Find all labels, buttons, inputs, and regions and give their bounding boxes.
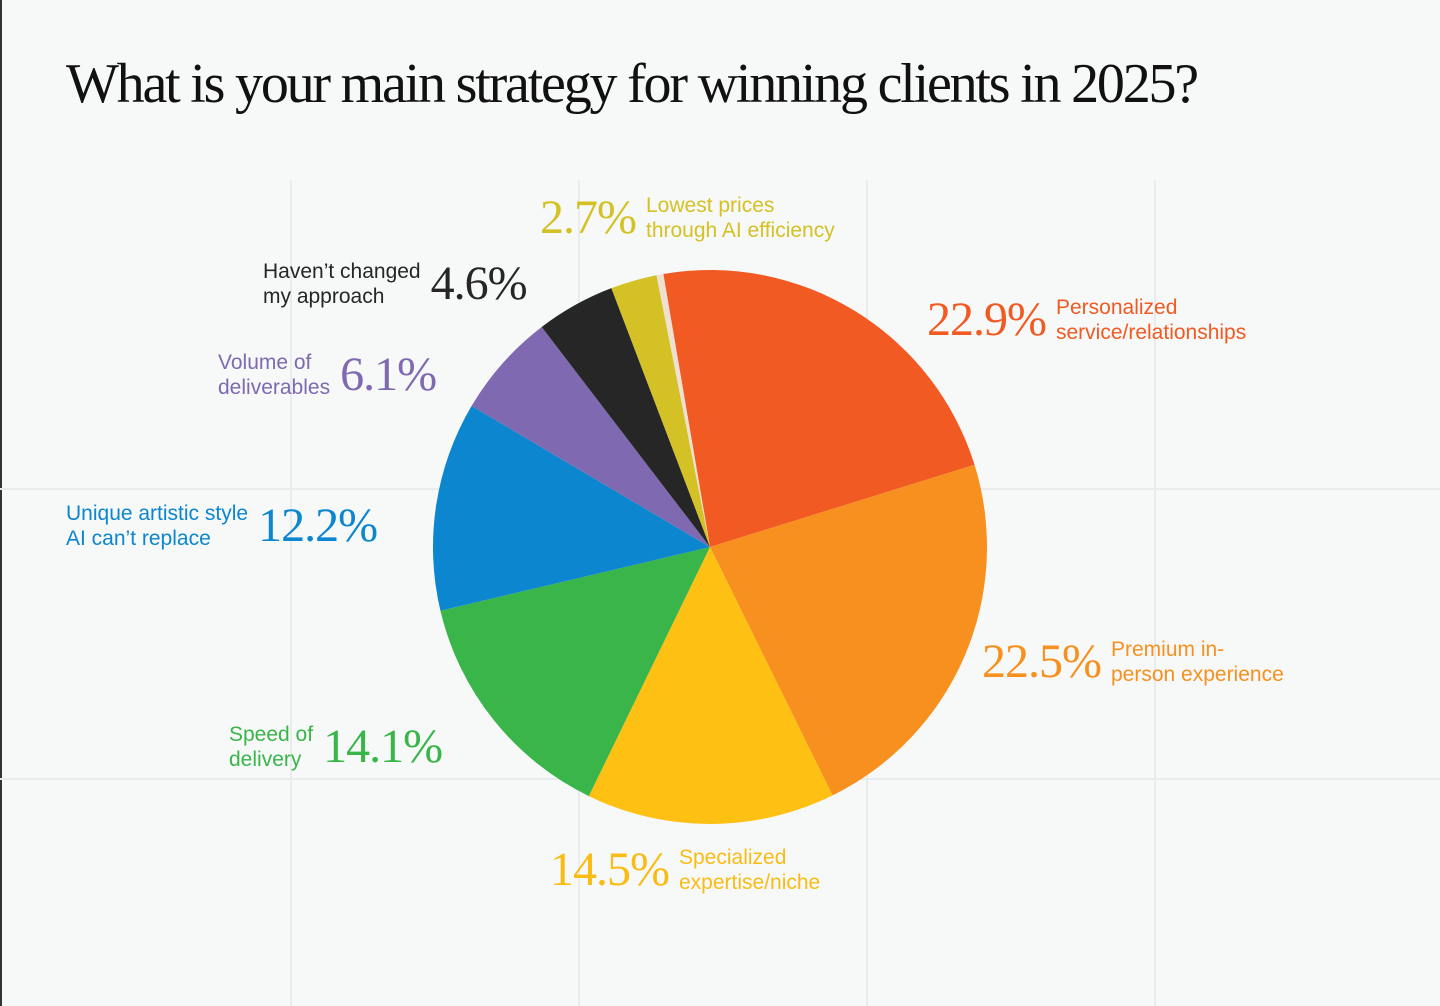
label-pct: 4.6% <box>430 257 528 310</box>
label-premium: 22.5% Premium in-person experience <box>982 634 1284 689</box>
pie-slice-7 <box>611 275 710 547</box>
pie-slice-3 <box>440 547 710 797</box>
label-text: person experience <box>1110 662 1284 686</box>
label-text: Premium in- <box>1110 637 1225 661</box>
label-text: my approach <box>263 284 385 308</box>
label-pct: 22.9% <box>927 293 1047 346</box>
label-text: Unique artistic style <box>66 501 249 525</box>
label-unchanged: 4.6% Haven’t changed my approach <box>263 256 528 311</box>
grid-line <box>290 180 292 1006</box>
label-pct: 2.7% <box>540 191 637 244</box>
pie-slice-0 <box>663 270 975 547</box>
label-speed: 14.1% Speed of delivery <box>229 719 443 774</box>
label-text: Volume of <box>218 350 312 374</box>
label-text: Personalized <box>1055 295 1178 319</box>
label-specialized: 14.5% Specialized expertise/niche <box>550 842 820 897</box>
label-unique-style: 12.2% Unique artistic style AI can’t repl… <box>66 498 378 553</box>
label-text: AI can’t replace <box>66 526 211 550</box>
label-pct: 22.5% <box>982 635 1102 688</box>
left-edge <box>0 0 2 1006</box>
label-pct: 12.2% <box>258 499 378 552</box>
pie-slice-4 <box>433 405 710 611</box>
pie-slice-6 <box>541 288 710 547</box>
label-pct: 14.1% <box>323 720 443 773</box>
label-volume: 6.1% Volume of deliverables <box>218 347 437 402</box>
label-text: service/relationships <box>1055 320 1247 344</box>
pie-slice-1 <box>710 464 987 796</box>
label-text: expertise/niche <box>678 870 821 894</box>
label-text: Speed of <box>229 722 314 746</box>
pie-slice-2 <box>588 547 833 824</box>
label-pct: 6.1% <box>340 348 437 401</box>
label-text: through AI efficiency <box>645 218 835 242</box>
label-text: delivery <box>229 747 302 771</box>
label-text: Haven’t changed <box>263 259 421 283</box>
chart-title: What is your main strategy for winning c… <box>66 53 1199 115</box>
label-text: deliverables <box>218 375 331 399</box>
pie-slice-5 <box>471 327 710 547</box>
label-text: Lowest prices <box>645 193 775 217</box>
grid-line <box>1154 180 1156 1006</box>
label-lowest-prices: 2.7% Lowest prices through AI efficiency <box>540 190 835 245</box>
label-pct: 14.5% <box>550 843 670 896</box>
label-text: Specialized <box>678 845 787 869</box>
label-personalized: 22.9% Personalized service/relationships <box>927 292 1246 347</box>
pie-slice-8 <box>656 273 710 547</box>
